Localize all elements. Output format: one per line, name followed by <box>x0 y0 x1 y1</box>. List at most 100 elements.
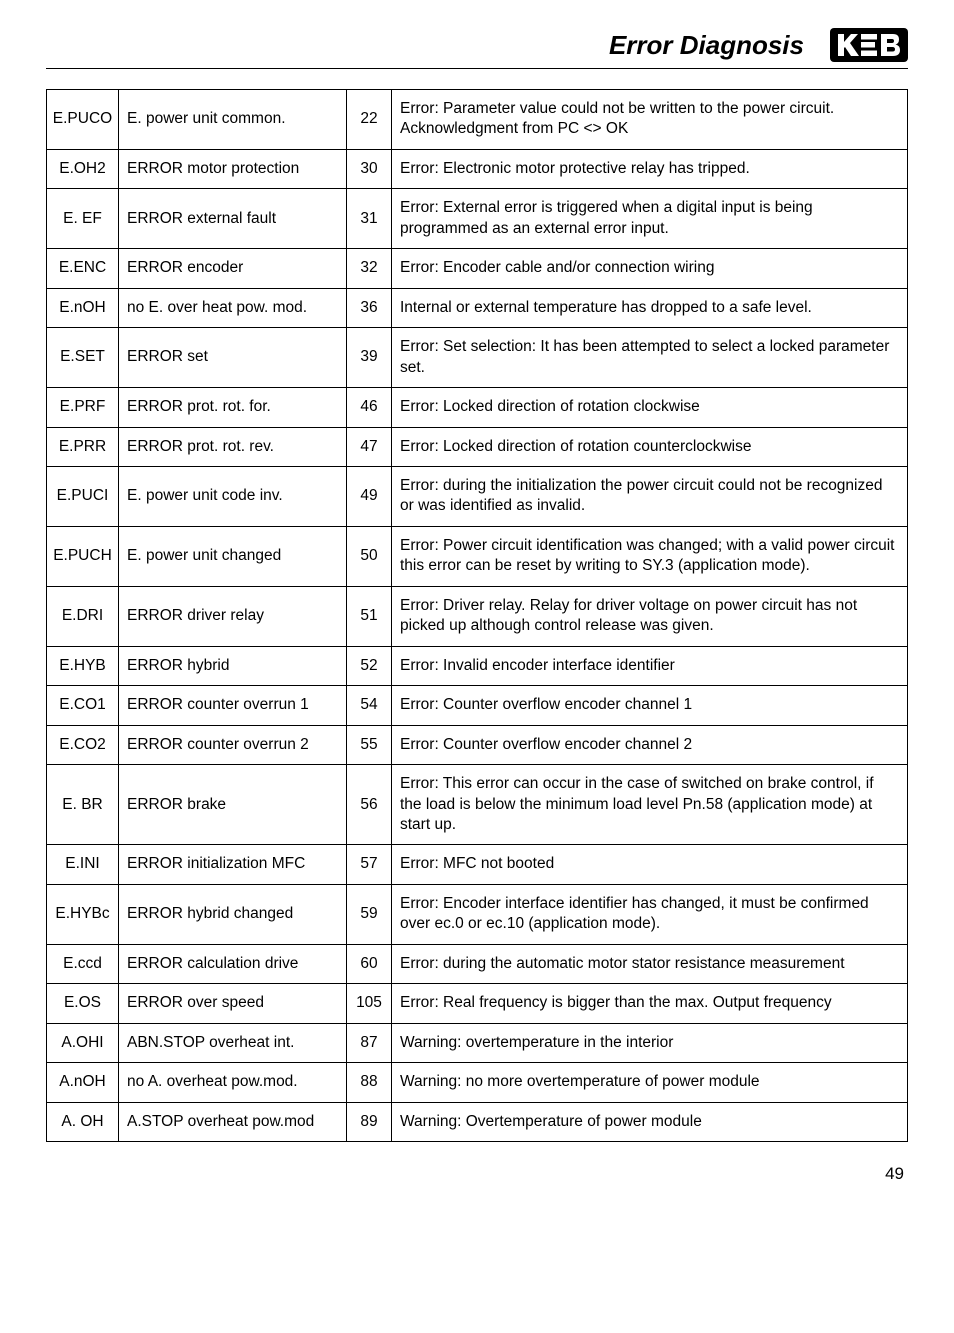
error-description: Error: Counter overflow encoder channel … <box>392 686 908 725</box>
error-number: 49 <box>347 466 392 526</box>
error-number: 60 <box>347 944 392 983</box>
error-code: E.PUCI <box>47 466 119 526</box>
error-description: Error: during the initialization the pow… <box>392 466 908 526</box>
table-row: E.OH2ERROR motor protection30Error: Elec… <box>47 149 908 188</box>
page-title: Error Diagnosis <box>609 30 804 61</box>
error-name: ERROR hybrid <box>119 646 347 685</box>
error-number: 105 <box>347 984 392 1023</box>
table-row: E.CO1ERROR counter overrun 154Error: Cou… <box>47 686 908 725</box>
error-number: 30 <box>347 149 392 188</box>
error-code: E.ENC <box>47 249 119 288</box>
error-number: 32 <box>347 249 392 288</box>
error-number: 31 <box>347 189 392 249</box>
error-description: Error: This error can occur in the case … <box>392 765 908 845</box>
error-number: 50 <box>347 526 392 586</box>
error-name: ERROR initialization MFC <box>119 845 347 884</box>
error-description: Error: Counter overflow encoder channel … <box>392 725 908 764</box>
error-number: 52 <box>347 646 392 685</box>
error-name: ERROR motor protection <box>119 149 347 188</box>
table-row: A.OHIABN.STOP overheat int.87Warning: ov… <box>47 1023 908 1062</box>
table-row: A.nOHno A. overheat pow.mod.88Warning: n… <box>47 1063 908 1102</box>
error-number: 54 <box>347 686 392 725</box>
error-code: E.CO1 <box>47 686 119 725</box>
error-code: E. EF <box>47 189 119 249</box>
error-name: ERROR hybrid changed <box>119 884 347 944</box>
table-row: E.nOHno E. over heat pow. mod.36Internal… <box>47 288 908 327</box>
table-row: E.PRFERROR prot. rot. for.46Error: Locke… <box>47 388 908 427</box>
error-code: E.CO2 <box>47 725 119 764</box>
table-row: E.PUCHE. power unit changed50Error: Powe… <box>47 526 908 586</box>
error-name: ERROR brake <box>119 765 347 845</box>
error-description: Error: Real frequency is bigger than the… <box>392 984 908 1023</box>
table-row: E.PUCOE. power unit common.22Error: Para… <box>47 90 908 150</box>
error-name: ERROR prot. rot. rev. <box>119 427 347 466</box>
error-name: no A. overheat pow.mod. <box>119 1063 347 1102</box>
table-row: E.ccdERROR calculation drive60Error: dur… <box>47 944 908 983</box>
error-name: ERROR over speed <box>119 984 347 1023</box>
error-number: 22 <box>347 90 392 150</box>
error-code: E.ccd <box>47 944 119 983</box>
error-code: E.INI <box>47 845 119 884</box>
error-code: E.PUCH <box>47 526 119 586</box>
error-number: 39 <box>347 328 392 388</box>
error-description: Warning: no more overtemperature of powe… <box>392 1063 908 1102</box>
error-name: ABN.STOP overheat int. <box>119 1023 347 1062</box>
table-row: E.INIERROR initialization MFC57Error: MF… <box>47 845 908 884</box>
error-number: 46 <box>347 388 392 427</box>
error-code: E.HYBc <box>47 884 119 944</box>
error-name: E. power unit code inv. <box>119 466 347 526</box>
error-name: E. power unit common. <box>119 90 347 150</box>
error-code: E.HYB <box>47 646 119 685</box>
error-table: E.PUCOE. power unit common.22Error: Para… <box>46 89 908 1142</box>
error-number: 57 <box>347 845 392 884</box>
error-description: Error: Parameter value could not be writ… <box>392 90 908 150</box>
table-row: E.ENCERROR encoder32Error: Encoder cable… <box>47 249 908 288</box>
error-number: 47 <box>347 427 392 466</box>
error-name: E. power unit changed <box>119 526 347 586</box>
error-name: no E. over heat pow. mod. <box>119 288 347 327</box>
table-row: E.OSERROR over speed105Error: Real frequ… <box>47 984 908 1023</box>
table-row: E. EFERROR external fault31Error: Extern… <box>47 189 908 249</box>
error-name: A.STOP overheat pow.mod <box>119 1102 347 1141</box>
error-code: E.nOH <box>47 288 119 327</box>
keb-logo <box>830 28 908 62</box>
table-row: E.HYBERROR hybrid52Error: Invalid encode… <box>47 646 908 685</box>
error-number: 59 <box>347 884 392 944</box>
error-name: ERROR counter overrun 2 <box>119 725 347 764</box>
error-code: A.OHI <box>47 1023 119 1062</box>
table-row: E.PRRERROR prot. rot. rev.47Error: Locke… <box>47 427 908 466</box>
error-name: ERROR calculation drive <box>119 944 347 983</box>
error-name: ERROR external fault <box>119 189 347 249</box>
error-code: A.nOH <box>47 1063 119 1102</box>
error-description: Error: Power circuit identification was … <box>392 526 908 586</box>
table-row: E.DRIERROR driver relay51Error: Driver r… <box>47 586 908 646</box>
error-name: ERROR prot. rot. for. <box>119 388 347 427</box>
error-description: Error: Encoder cable and/or connection w… <box>392 249 908 288</box>
error-description: Error: Invalid encoder interface identif… <box>392 646 908 685</box>
error-description: Error: MFC not booted <box>392 845 908 884</box>
error-number: 56 <box>347 765 392 845</box>
error-number: 87 <box>347 1023 392 1062</box>
error-description: Error: Set selection: It has been attemp… <box>392 328 908 388</box>
error-description: Internal or external temperature has dro… <box>392 288 908 327</box>
error-description: Warning: Overtemperature of power module <box>392 1102 908 1141</box>
error-description: Error: during the automatic motor stator… <box>392 944 908 983</box>
page-number: 49 <box>46 1164 908 1184</box>
error-code: E.PRF <box>47 388 119 427</box>
error-code: E.DRI <box>47 586 119 646</box>
error-number: 88 <box>347 1063 392 1102</box>
error-number: 51 <box>347 586 392 646</box>
error-description: Error: External error is triggered when … <box>392 189 908 249</box>
error-code: E.PUCO <box>47 90 119 150</box>
error-code: E.OS <box>47 984 119 1023</box>
error-description: Error: Locked direction of rotation cloc… <box>392 388 908 427</box>
error-number: 89 <box>347 1102 392 1141</box>
error-code: E.SET <box>47 328 119 388</box>
error-number: 55 <box>347 725 392 764</box>
page-header: Error Diagnosis <box>46 28 908 69</box>
error-number: 36 <box>347 288 392 327</box>
error-description: Error: Electronic motor protective relay… <box>392 149 908 188</box>
error-code: E.PRR <box>47 427 119 466</box>
error-name: ERROR set <box>119 328 347 388</box>
table-row: A. OHA.STOP overheat pow.mod89Warning: O… <box>47 1102 908 1141</box>
